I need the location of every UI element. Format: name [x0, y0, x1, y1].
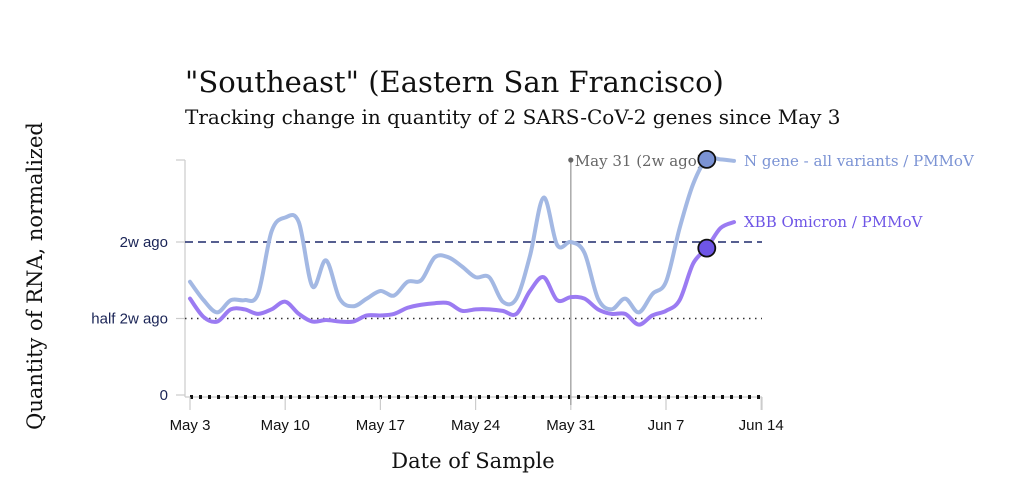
- series-end-marker-1[interactable]: [697, 238, 717, 258]
- y-tick-label: 0: [160, 387, 168, 404]
- x-tick-label: May 3: [170, 417, 211, 434]
- series-labels: N gene - all variants / PMMoV XBB Omicron…: [744, 152, 975, 231]
- x-tick-label: May 24: [451, 417, 500, 434]
- x-tick-label: May 10: [261, 417, 310, 434]
- x-tick-label: May 31: [546, 417, 595, 434]
- series-lines: [188, 155, 736, 327]
- y-axis-ticks: 0 half 2w ago 2w ago: [91, 234, 185, 404]
- y-tick-label: 2w ago: [120, 234, 168, 251]
- x-tick-label: Jun 7: [648, 417, 685, 434]
- x-axis-label: Date of Sample: [391, 449, 554, 473]
- series-label-1: XBB Omicron / PMMoV: [744, 213, 924, 231]
- series-line-1: [188, 220, 736, 327]
- series-label-0: N gene - all variants / PMMoV: [744, 152, 975, 170]
- chart-subtitle: Tracking change in quantity of 2 SARS-Co…: [185, 105, 840, 129]
- chart-title: "Southeast" (Eastern San Francisco): [185, 65, 724, 99]
- x-axis-ticks: May 3 May 10 May 17 May 24 May 31 Jun 7 Jun 14: [170, 397, 784, 434]
- series-markers: [697, 149, 717, 258]
- y-tick-label: half 2w ago: [91, 311, 168, 328]
- annotation-label: May 31 (2w ago): [575, 152, 703, 170]
- series-line-0: [188, 155, 736, 315]
- annotation-group: May 31 (2w ago): [568, 152, 703, 405]
- annotation-dot: [568, 157, 574, 163]
- series-end-marker-0[interactable]: [697, 149, 717, 169]
- x-tick-label: Jun 14: [739, 417, 784, 434]
- reference-lines: [185, 241, 762, 320]
- x-tick-label: May 17: [356, 417, 405, 434]
- y-axis-label: Quantity of RNA, normalized: [23, 122, 47, 430]
